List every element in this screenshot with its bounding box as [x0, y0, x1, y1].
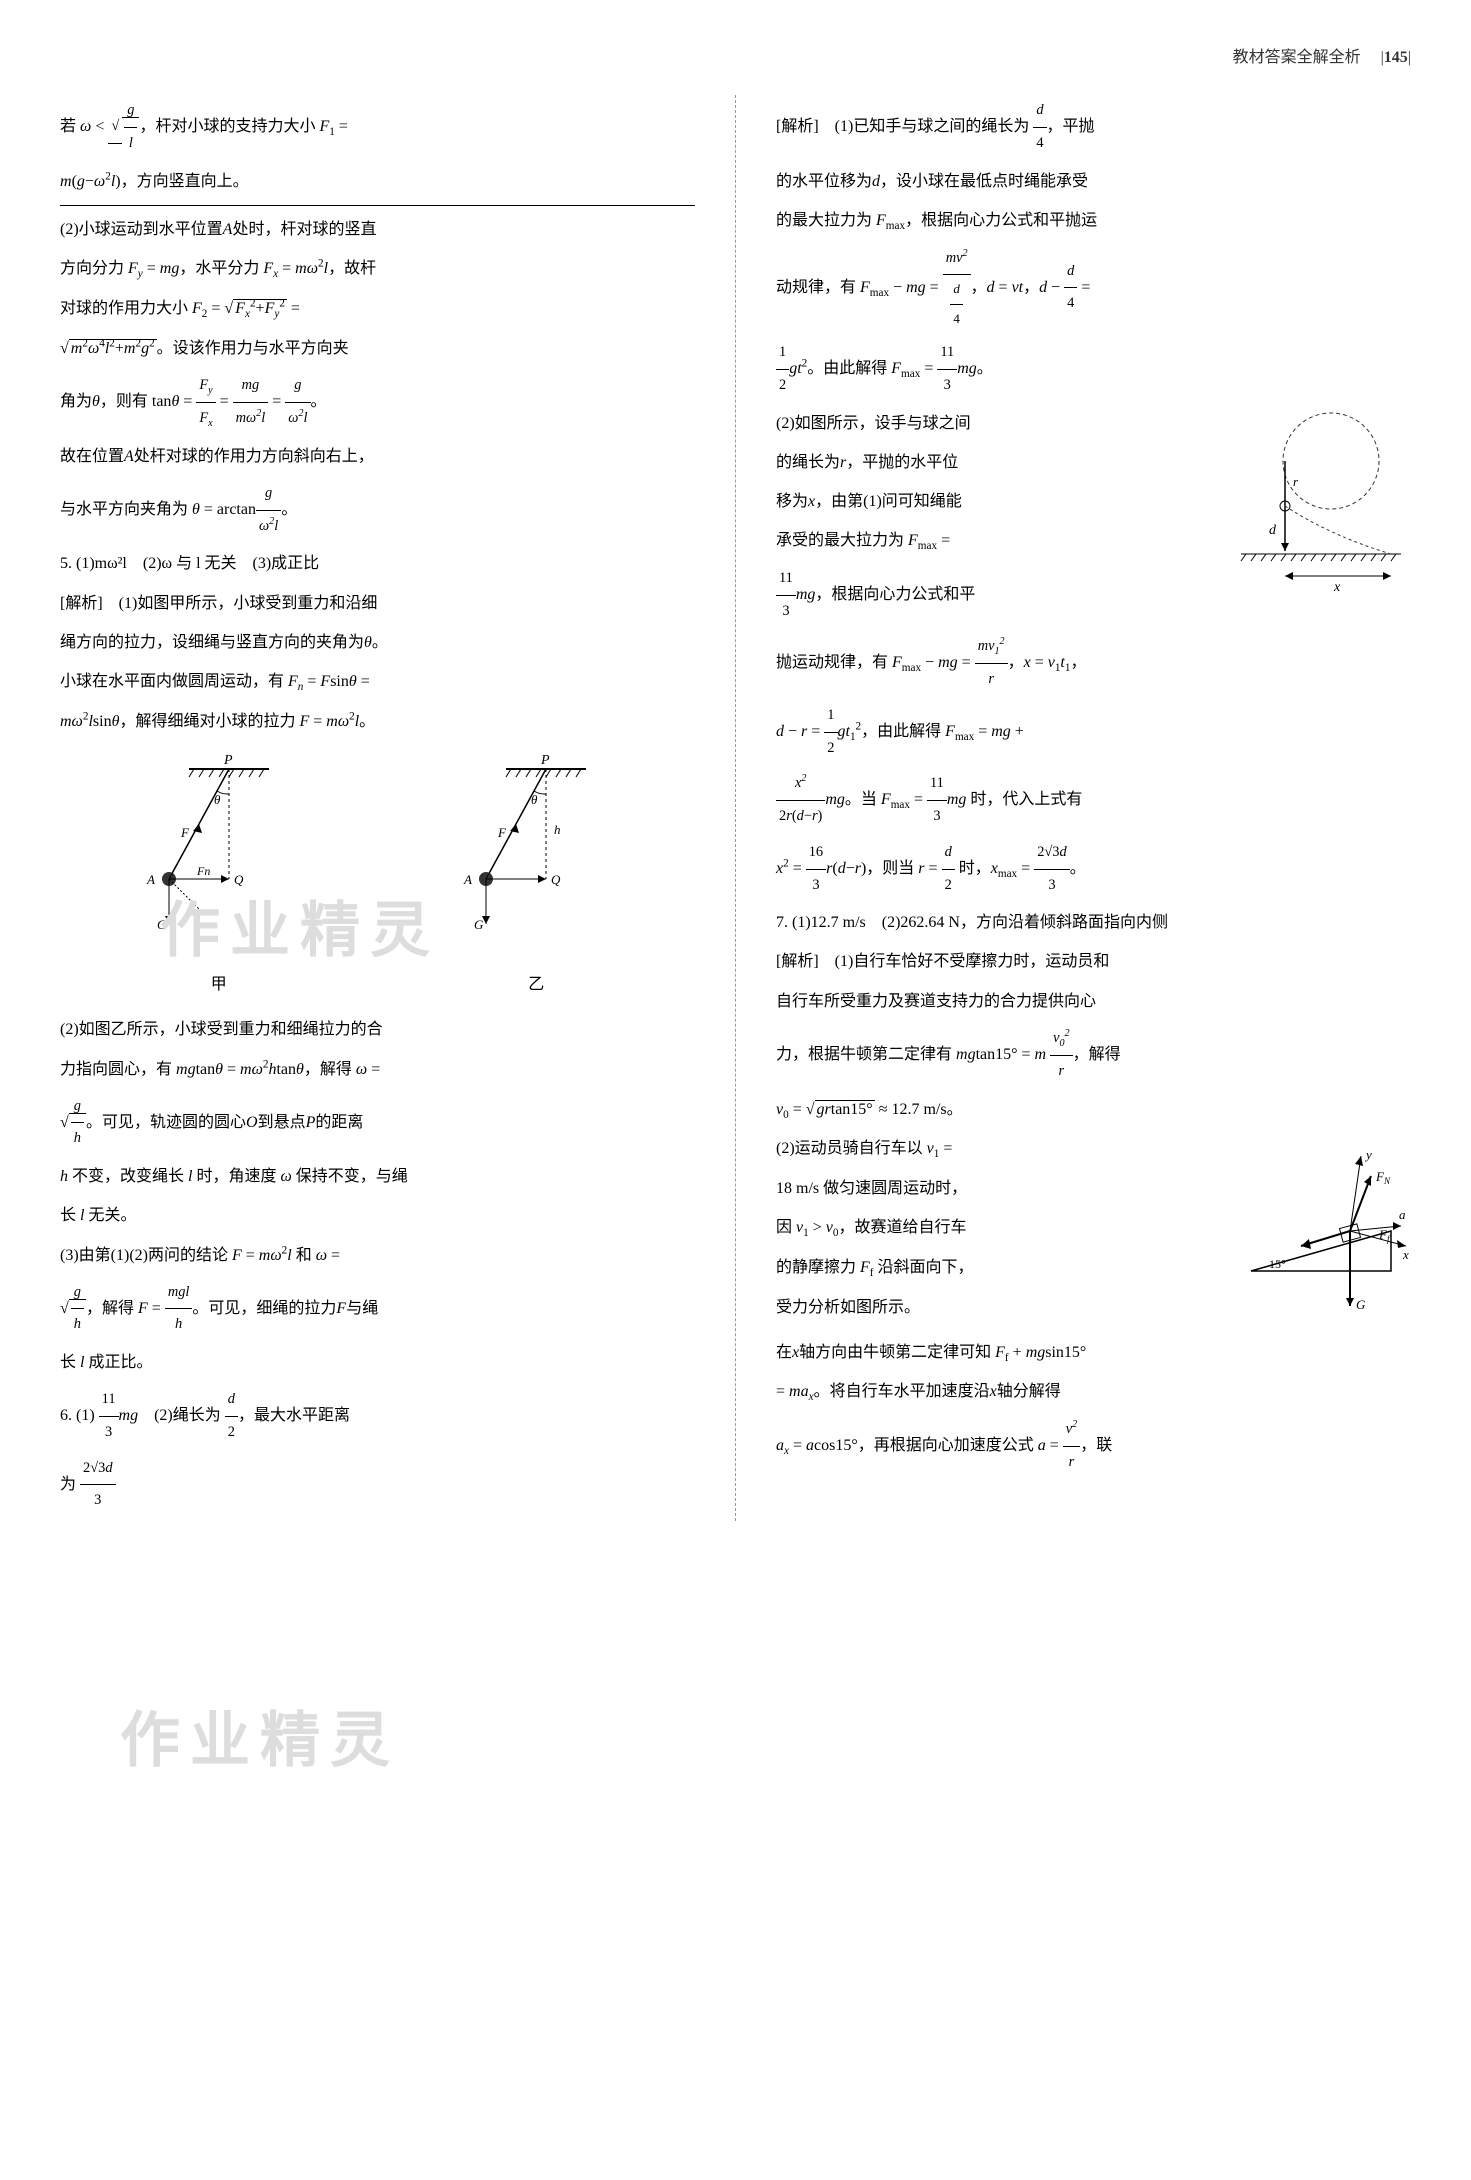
paragraph: ax = acos15°，再根据向心加速度公式 a = v2r，联	[776, 1414, 1411, 1478]
label-Ff: Ff	[1378, 1227, 1391, 1244]
paragraph: v0 = √grtan15° ≈ 12.7 m/s。	[776, 1092, 1411, 1128]
paragraph: 抛运动规律，有 Fmax − mg = mv12r，x = v1t1，	[776, 631, 1411, 696]
figure-projectile: r d	[1221, 406, 1411, 609]
label-x: x	[1402, 1247, 1409, 1262]
analysis-label: [解析]	[776, 953, 819, 970]
label-theta: θ	[531, 792, 538, 807]
paragraph: √gh，解得 F = mglh。可见，细绳的拉力F与绳	[60, 1277, 695, 1341]
label-Fn: Fn	[196, 864, 210, 878]
paragraph: √gh。可见，轨迹圆的圆心O到悬点P的距离	[60, 1091, 695, 1155]
paragraph: [解析] (1)已知手与球之间的绳长为 d4，平抛	[776, 95, 1411, 159]
label-Q: Q	[551, 872, 561, 887]
paragraph: 的最大拉力为 Fmax，根据向心力公式和平抛运	[776, 203, 1411, 239]
label-P: P	[540, 753, 550, 768]
paragraph: 小球在水平面内做圆周运动，有 Fn = Fsinθ =	[60, 664, 695, 700]
paragraph: 12gt2。由此解得 Fmax = 113mg。	[776, 337, 1411, 401]
pendulum-diagram-jia: P θ A F Fn Q G	[129, 749, 309, 949]
label-h: h	[554, 822, 561, 837]
paragraph: 力指向圆心，有 mgtanθ = mω2htanθ，解得 ω =	[60, 1052, 695, 1087]
label-angle: 15°	[1269, 1257, 1286, 1271]
label-G: G	[157, 917, 167, 932]
header-title: 教材答案全解全析	[1233, 49, 1361, 66]
paragraph: x2 = 163r(d−r)，则当 r = d2 时，xmax = 2√3d3。	[776, 837, 1411, 901]
label-A: A	[463, 872, 472, 887]
label-d: d	[1269, 523, 1277, 538]
paragraph: 在x轴方向由牛顿第二定律可知 Ff + mgsin15°	[776, 1335, 1411, 1371]
paragraph: 长 l 无关。	[60, 1198, 695, 1233]
label-F: F	[497, 825, 507, 840]
paragraph: 长 l 成正比。	[60, 1345, 695, 1380]
caption-jia: 甲	[129, 967, 309, 1002]
q7-answer: 7. (1)12.7 m/s (2)262.64 N，方向沿着倾斜路面指向内侧	[776, 905, 1411, 940]
paragraph: d − r = 12gt12，由此解得 Fmax = mg +	[776, 700, 1411, 764]
paragraph: 力，根据牛顿第二定律有 mgtan15° = m v02r，解得	[776, 1023, 1411, 1088]
paragraph: 动规律，有 Fmax − mg = mv2d4，d = vt，d − d4 =	[776, 243, 1411, 334]
paragraph: 为 2√3d3	[60, 1453, 695, 1517]
paragraph: m(g−ω2l)，方向竖直向上。	[60, 164, 695, 199]
right-column: [解析] (1)已知手与球之间的绳长为 d4，平抛 的水平位移为d，设小球在最低…	[776, 95, 1411, 1521]
paragraph: (2)小球运动到水平位置A处时，杆对球的竖直	[60, 212, 695, 247]
paragraph: 的水平位移为d，设小球在最低点时绳能承受	[776, 164, 1411, 199]
paragraph: 故在位置A处杆对球的作用力方向斜向右上，	[60, 439, 695, 474]
column-divider	[735, 95, 736, 1521]
paragraph: h 不变，改变绳长 l 时，角速度 ω 保持不变，与绳	[60, 1159, 695, 1194]
q6-answer: 6. (1) 113mg (2)绳长为 d2，最大水平距离	[60, 1384, 695, 1448]
paragraph: √m2ω4l2+m2g2。设该作用力与水平方向夹	[60, 331, 695, 366]
label-P: P	[223, 753, 233, 768]
paragraph: 对球的作用力大小 F2 = √Fx2+Fy2 =	[60, 291, 695, 327]
q5-answer: 5. (1)mω²l (2)ω 与 l 无关 (3)成正比	[60, 546, 695, 581]
page-header: 教材答案全解全析 |145|	[60, 40, 1411, 75]
projectile-diagram: r d	[1221, 406, 1411, 596]
label-x: x	[1333, 580, 1341, 595]
paragraph: = max。将自行车水平加速度沿x轴分解得	[776, 1374, 1411, 1410]
figure-incline: 15° y FN a x Ff G	[1231, 1131, 1411, 1334]
label-r: r	[1293, 474, 1299, 489]
paragraph: mω2lsinθ，解得细绳对小球的拉力 F = mω2l。	[60, 704, 695, 739]
pendulum-diagram-yi: P θ h A F Q G	[446, 749, 626, 949]
paragraph: (3)由第(1)(2)两问的结论 F = mω2l 和 ω =	[60, 1238, 695, 1273]
paragraph: 绳方向的拉力，设细绳与竖直方向的夹角为θ。	[60, 625, 695, 660]
label-G: G	[474, 917, 484, 932]
paragraph: 角为θ，则有 tanθ = FyFx = mgmω2l = gω2l。	[60, 370, 695, 435]
figure-yi: P θ h A F Q G	[446, 749, 626, 1002]
paragraph: 自行车所受重力及赛道支持力的合力提供向心	[776, 984, 1411, 1019]
divider-rule	[60, 205, 695, 206]
paragraph: 与水平方向夹角为 θ = arctangω2l。	[60, 478, 695, 542]
figure-jia: P θ A F Fn Q G	[129, 749, 309, 1002]
content-container: 若 ω < √gl，杆对小球的支持力大小 F1 = m(g−ω2l)，方向竖直向…	[60, 95, 1411, 1521]
label-theta: θ	[214, 792, 221, 807]
label-y: y	[1364, 1147, 1372, 1162]
paragraph: 方向分力 Fy = mg，水平分力 Fx = mω2l，故杆	[60, 251, 695, 287]
label-FN: FN	[1375, 1169, 1391, 1186]
analysis-label: [解析]	[60, 595, 103, 612]
paragraph: 若 ω < √gl，杆对小球的支持力大小 F1 =	[60, 95, 695, 159]
label-F: F	[180, 825, 190, 840]
label-a: a	[1399, 1207, 1406, 1222]
label-Q: Q	[234, 872, 244, 887]
incline-diagram: 15° y FN a x Ff G	[1231, 1131, 1411, 1321]
paragraph: [解析] (1)自行车恰好不受摩擦力时，运动员和	[776, 944, 1411, 979]
left-column: 若 ω < √gl，杆对小球的支持力大小 F1 = m(g−ω2l)，方向竖直向…	[60, 95, 695, 1521]
paragraph: (2)如图乙所示，小球受到重力和细绳拉力的合	[60, 1012, 695, 1047]
caption-yi: 乙	[446, 967, 626, 1002]
figure-pair: P θ A F Fn Q G	[60, 749, 695, 1002]
watermark: 作业精灵	[120, 1675, 400, 1807]
label-A: A	[146, 872, 155, 887]
paragraph: x22r(d−r)mg。当 Fmax = 113mg 时，代入上式有	[776, 768, 1411, 832]
paragraph: [解析] (1)如图甲所示，小球受到重力和沿细	[60, 586, 695, 621]
label-G: G	[1356, 1297, 1366, 1312]
page-number: 145	[1384, 49, 1408, 66]
analysis-label: [解析]	[776, 118, 819, 135]
